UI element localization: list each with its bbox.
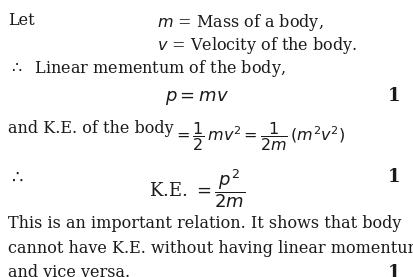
Text: $p = mv$: $p = mv$ [165,89,229,107]
Text: $m$ = Mass of a body,: $m$ = Mass of a body, [157,12,323,34]
Text: K.E. $= \dfrac{p^2}{2m}$: K.E. $= \dfrac{p^2}{2m}$ [149,168,245,210]
Text: $\therefore$: $\therefore$ [8,168,24,186]
Text: $= \dfrac{1}{2}\,mv^2 = \dfrac{1}{2m}\,(m^2v^2)$: $= \dfrac{1}{2}\,mv^2 = \dfrac{1}{2m}\,(… [173,120,346,153]
Text: This is an important relation. It shows that body: This is an important relation. It shows … [8,215,401,232]
Text: and vice versa.: and vice versa. [8,264,131,277]
Text: Let: Let [8,12,35,29]
Text: $\therefore$  Linear mementum of the body,: $\therefore$ Linear mementum of the body… [8,58,286,79]
Text: cannot have K.E. without having linear momentum: cannot have K.E. without having linear m… [8,240,413,257]
Text: 1: 1 [388,168,401,186]
Text: and K.E. of the body: and K.E. of the body [8,120,174,137]
Text: $v$ = Velocity of the body.: $v$ = Velocity of the body. [157,35,357,56]
Text: 1: 1 [388,264,401,277]
Text: 1: 1 [388,87,401,105]
